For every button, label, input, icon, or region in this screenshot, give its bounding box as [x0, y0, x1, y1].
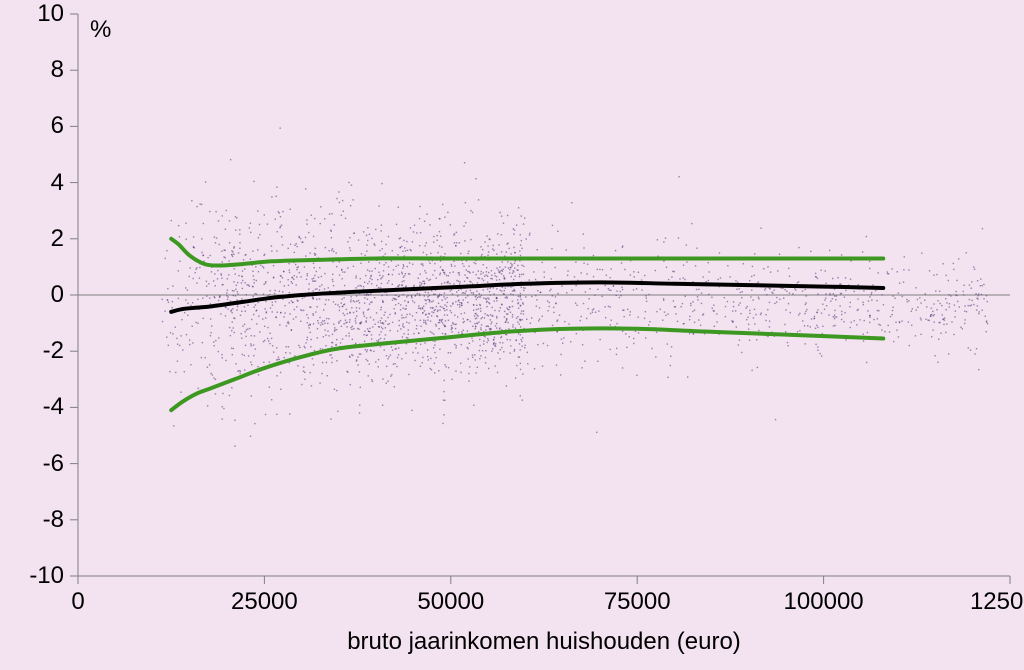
- y-tick-label: 4: [51, 169, 64, 197]
- y-tick-label: -6: [43, 450, 64, 478]
- y-axis-title: %: [90, 16, 111, 44]
- y-tick-label: 2: [51, 225, 64, 253]
- y-tick-label: 6: [51, 112, 64, 140]
- x-tick-label: 0: [71, 588, 84, 616]
- x-tick-label: 125000: [970, 588, 1024, 616]
- y-tick-label: -4: [43, 393, 64, 421]
- x-tick-label: 100000: [784, 588, 864, 616]
- y-tick-label: -2: [43, 337, 64, 365]
- y-tick-label: 8: [51, 56, 64, 84]
- x-axis-title: bruto jaarinkomen huishouden (euro): [347, 628, 741, 656]
- y-tick-label: 0: [51, 281, 64, 309]
- x-tick-label: 50000: [417, 588, 484, 616]
- chart-background: [0, 0, 1024, 670]
- x-tick-label: 25000: [231, 588, 298, 616]
- x-tick-label: 75000: [604, 588, 671, 616]
- y-tick-label: 10: [37, 0, 64, 28]
- y-tick-label: -10: [29, 562, 64, 590]
- scatter-chart: -10 -8 -6 -4 -2 0 2 4 6 8 10 0 25000 50000 75000 100000…: [0, 0, 1024, 670]
- y-tick-label: -8: [43, 506, 64, 534]
- chart-canvas: [0, 0, 1024, 670]
